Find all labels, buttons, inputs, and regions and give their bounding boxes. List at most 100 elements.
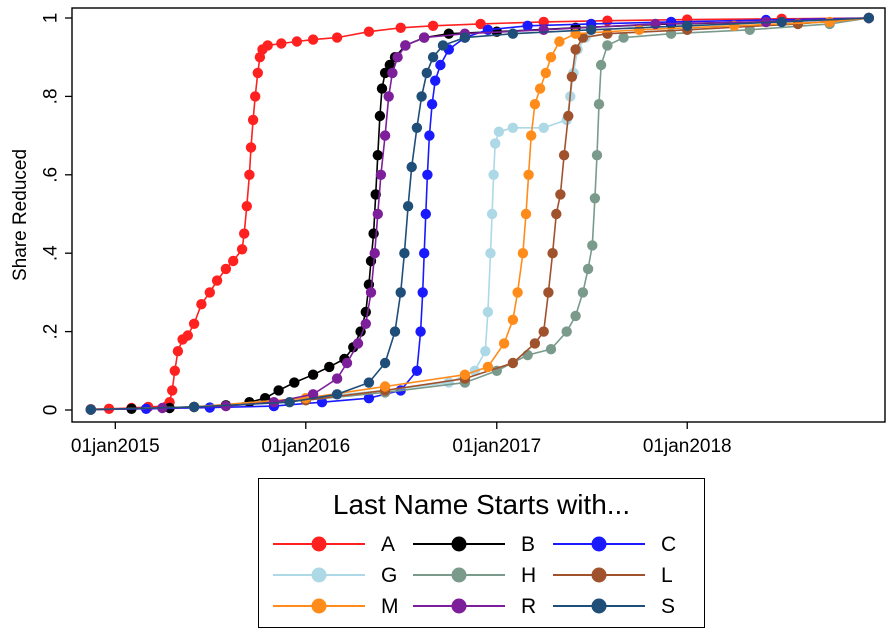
data-point <box>245 142 257 153</box>
data-point <box>566 71 578 83</box>
series-S <box>85 12 874 415</box>
legend-marker <box>413 536 505 552</box>
plot-area <box>71 7 886 423</box>
data-point <box>411 365 423 376</box>
legend-item: S <box>553 593 693 623</box>
legend-dot <box>311 567 327 583</box>
data-point <box>360 318 371 329</box>
data-point <box>486 208 498 220</box>
y-tick-label: .6 <box>41 167 62 183</box>
legend-dot <box>451 598 467 614</box>
legend-marker <box>273 536 365 552</box>
data-point <box>547 248 558 259</box>
data-point <box>545 344 557 355</box>
data-point <box>507 314 519 325</box>
data-point <box>587 240 598 251</box>
legend-dot <box>451 536 467 552</box>
data-point <box>540 67 551 79</box>
legend-marker <box>553 598 645 614</box>
legend-dot <box>311 536 327 552</box>
data-point <box>493 126 505 137</box>
data-point <box>665 16 677 28</box>
data-point <box>196 299 207 310</box>
legend-dot <box>591 536 607 552</box>
data-point <box>682 20 693 31</box>
chart: 01jan2015 01jan2016 01jan2017 01jan2018 0 .2… <box>10 7 886 457</box>
legend-marker <box>413 598 505 614</box>
data-point <box>379 67 391 79</box>
data-point <box>415 326 426 337</box>
x-axis: 01jan2015 01jan2016 01jan2017 01jan2018 <box>71 422 732 457</box>
data-point <box>522 349 533 361</box>
data-point <box>247 114 259 126</box>
data-point <box>363 393 375 404</box>
data-point <box>379 381 391 392</box>
legend-label: C <box>661 533 677 556</box>
legend-item: A <box>273 531 413 561</box>
data-point <box>512 287 523 298</box>
data-point <box>250 91 261 102</box>
data-point <box>426 99 438 110</box>
data-point <box>402 201 414 212</box>
data-point <box>422 169 433 180</box>
data-point <box>289 377 300 388</box>
data-point <box>421 67 432 79</box>
data-point <box>570 310 581 322</box>
data-point <box>595 59 607 71</box>
data-point <box>204 402 215 413</box>
data-point <box>482 306 494 318</box>
data-point <box>188 318 200 329</box>
data-point <box>586 24 597 35</box>
data-point <box>475 18 486 30</box>
legend-item: B <box>413 531 553 561</box>
legend-dot <box>591 567 607 583</box>
data-point <box>459 32 471 43</box>
data-point <box>241 201 252 212</box>
legend-marker <box>413 567 505 583</box>
data-point <box>169 365 180 376</box>
data-point <box>228 255 239 267</box>
data-point <box>204 287 215 298</box>
legend-marker <box>553 536 645 552</box>
data-point <box>419 248 430 259</box>
data-point <box>389 326 401 337</box>
data-point <box>352 338 364 349</box>
y-tick-label: .2 <box>41 324 62 340</box>
data-point <box>488 169 499 180</box>
data-point <box>443 377 454 388</box>
data-point <box>400 40 411 51</box>
data-point <box>577 287 589 298</box>
data-point <box>443 28 454 39</box>
data-point <box>419 32 430 43</box>
data-point <box>375 169 387 180</box>
data-point <box>589 193 601 204</box>
x-tick-label: 01jan2018 <box>643 436 732 457</box>
data-point <box>372 208 383 220</box>
legend-item: C <box>553 531 693 561</box>
data-point <box>363 26 375 37</box>
data-point <box>498 338 510 349</box>
legend-item: L <box>553 562 693 592</box>
data-point <box>485 248 496 259</box>
data-point <box>490 138 501 149</box>
y-tick-label: .4 <box>41 245 62 261</box>
data-point <box>430 75 441 86</box>
data-point <box>331 373 343 384</box>
legend-dot <box>451 567 467 583</box>
data-point <box>529 338 541 349</box>
data-point <box>392 52 403 63</box>
legend-label: S <box>661 595 676 618</box>
data-point <box>369 248 380 259</box>
data-point <box>374 110 386 122</box>
data-point <box>824 16 835 28</box>
series-C <box>85 12 874 415</box>
data-point <box>427 20 439 31</box>
y-axis-title: Share Reduced <box>10 149 31 281</box>
legend-label: R <box>521 595 537 618</box>
legend: Last Name Starts with... A B C G H L M R S <box>258 478 705 628</box>
data-point <box>563 110 574 122</box>
data-point <box>538 24 549 35</box>
data-point <box>220 263 232 275</box>
data-point <box>561 326 572 337</box>
series-R <box>85 12 874 415</box>
